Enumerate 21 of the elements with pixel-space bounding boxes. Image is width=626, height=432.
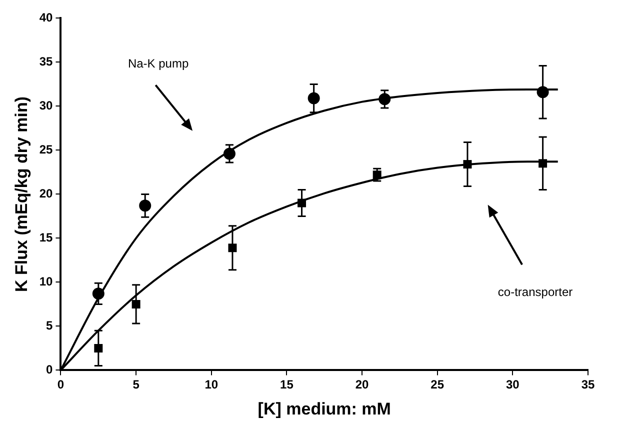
- x-tick-label: 15: [280, 378, 294, 392]
- x-tick-label: 5: [132, 378, 140, 392]
- x-tick-label: 20: [355, 378, 370, 392]
- x-tick-label: 25: [430, 378, 444, 392]
- y-tick-label: 20: [39, 186, 54, 201]
- annotation: co-transporter: [498, 285, 573, 300]
- x-tick-label: 35: [581, 378, 595, 392]
- y-axis-title: K Flux (mEq/kg dry min): [12, 96, 31, 292]
- x-axis-title: [K] medium: mM: [258, 399, 391, 418]
- annotation: Na-K pump: [128, 56, 189, 70]
- x-tick-label: 10: [204, 378, 218, 392]
- y-tick-label: 10: [39, 274, 54, 289]
- y-tick-label: 0: [46, 362, 54, 377]
- y-tick-label: 5: [46, 318, 54, 333]
- y-tick-label: 15: [39, 230, 54, 245]
- x-tick-label: 0: [57, 378, 64, 392]
- x-tick-label: 30: [506, 378, 520, 392]
- y-tick-label: 25: [39, 142, 54, 157]
- y-tick-label: 40: [39, 10, 54, 25]
- y-tick-label: 30: [39, 98, 54, 113]
- y-tick-label: 35: [39, 54, 54, 69]
